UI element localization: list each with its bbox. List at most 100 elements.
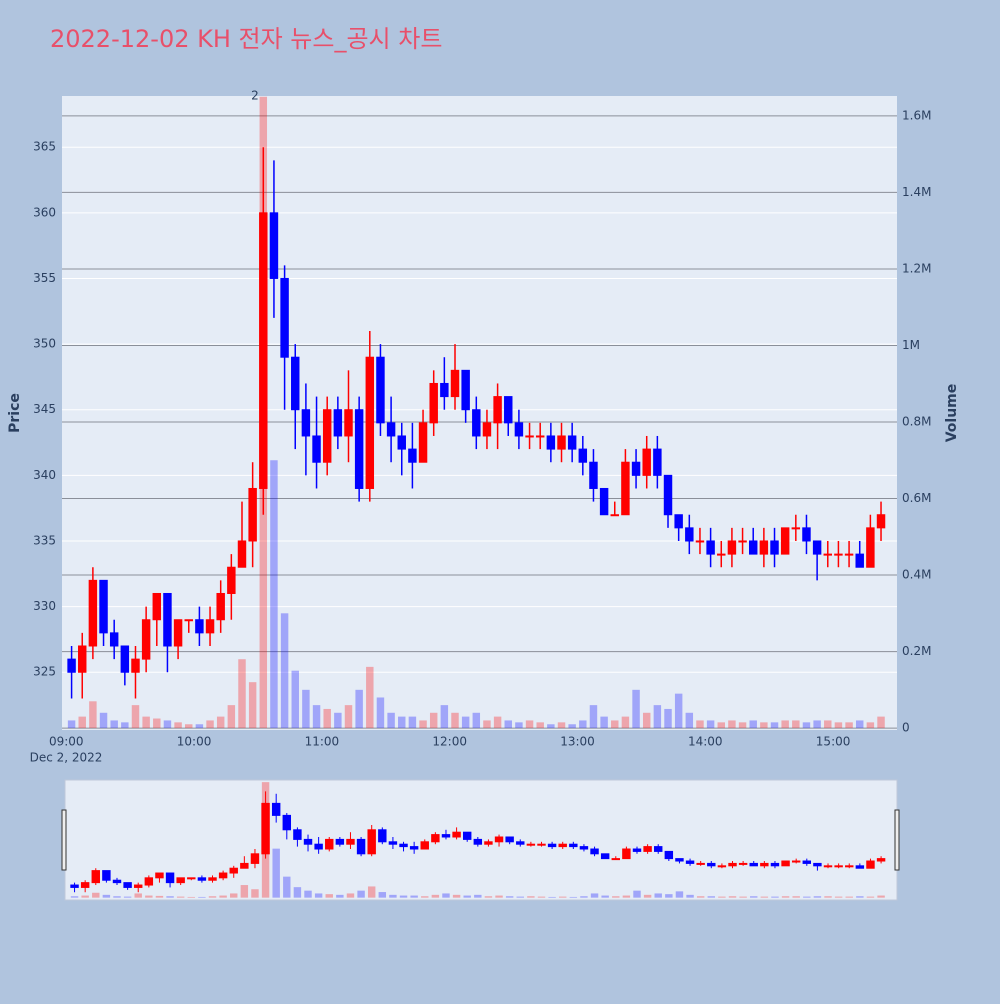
mini-candle-body [876,858,886,862]
candle-body [418,422,428,463]
mini-volume-bar [293,887,302,898]
volume-bar [163,720,172,729]
volume-bar [770,722,779,729]
volume-bar [216,716,225,729]
mini-volume-bar [92,892,100,898]
candle-body [642,448,651,476]
chart-title: 2022-12-02 KH 전자 뉴스_공시 차트 [50,25,442,53]
volume-bar [781,720,789,729]
mini-volume-bar [559,896,567,898]
mini-volume-bar [145,895,153,898]
volume-bar [579,720,587,729]
mini-candle-body [378,829,387,843]
volume-bar [547,724,555,729]
candle-body [67,658,76,673]
volume-bar [355,689,363,729]
mini-volume-bar [877,895,885,898]
mini-candle-body [335,838,345,845]
volume-bar [461,716,470,729]
volume-bar [696,720,704,729]
volume-bar [600,716,608,729]
mini-candle-body [717,865,727,868]
volume-bar [408,716,417,729]
mini-candle-body [770,862,780,867]
candle-body [812,540,822,555]
candle-body [834,553,843,556]
candle-body [109,632,119,647]
candle-body [567,435,577,450]
mini-volume-bar [643,894,652,898]
mini-volume-bar [399,895,408,898]
mini-candle-body [590,848,599,855]
slider-handle[interactable] [61,809,67,871]
candle-body [802,527,811,542]
mini-volume-bar [230,893,238,898]
mini-candle-body [325,838,334,850]
candle-body [706,540,715,555]
candle-body [780,527,790,555]
candle-body [301,409,311,437]
candle-body [493,396,502,424]
mini-candle-body [367,829,376,855]
mini-volume-bar [739,896,747,898]
mini-candle-body [303,838,313,845]
mini-candle-body [282,814,292,831]
mini-volume-bar [463,895,471,898]
volume-bar [142,716,150,729]
volume-bar [568,724,576,729]
candle-body [546,435,556,450]
candle-body [408,448,417,463]
mini-candle-body [760,862,769,867]
mini-volume-bar [834,896,843,898]
mini-volume-bar [176,896,185,898]
candle-body [663,474,673,516]
candle-body [759,540,769,555]
candle-body [844,553,854,556]
mini-volume-bar [389,894,397,898]
candle-body [280,277,289,358]
mini-candle-body [462,831,472,840]
candle-body [184,619,193,622]
mini-candle-body [261,802,270,855]
candle-body [621,461,630,516]
volume-bar [419,720,427,729]
slider-handle[interactable] [894,809,900,871]
mini-candle-body [250,853,260,864]
volume-bar [227,705,236,729]
mini-volume-bar [357,890,365,898]
volume-bar [717,722,725,729]
volume-bar [685,712,694,729]
volume-bar [813,720,821,729]
mini-volume-bar [537,896,546,898]
mini-candle-body [431,834,440,843]
mini-volume-bar [803,896,811,898]
mini-volume-bar [208,896,217,898]
mini-volume-bar [686,894,694,898]
volume-bar [621,716,630,729]
volume-bar [674,693,683,729]
candle-body [354,409,364,489]
volume-bar [185,724,193,729]
x-tick-label: 14:00 [688,735,723,749]
volume-bar [174,722,182,729]
mini-candle-body [218,872,228,879]
candle-body [163,592,172,647]
mini-volume-bar [431,894,440,898]
x-tick-label: 09:00 [49,735,84,749]
mini-volume-bar [718,896,726,898]
candle-body [152,592,162,621]
volume-bar [67,720,76,729]
candle-body [333,409,343,437]
volume-bar [376,697,385,729]
mini-volume-bar [813,896,822,898]
mini-candle-body [356,838,366,855]
mini-volume-bar [452,894,461,898]
mini-candle-body [781,860,790,867]
volume-bar [89,701,97,729]
volume-bar [78,716,86,729]
volume-bar [802,722,811,729]
volume-bar [387,712,395,729]
volume-bar [738,722,747,729]
mini-candle-body [855,865,865,869]
